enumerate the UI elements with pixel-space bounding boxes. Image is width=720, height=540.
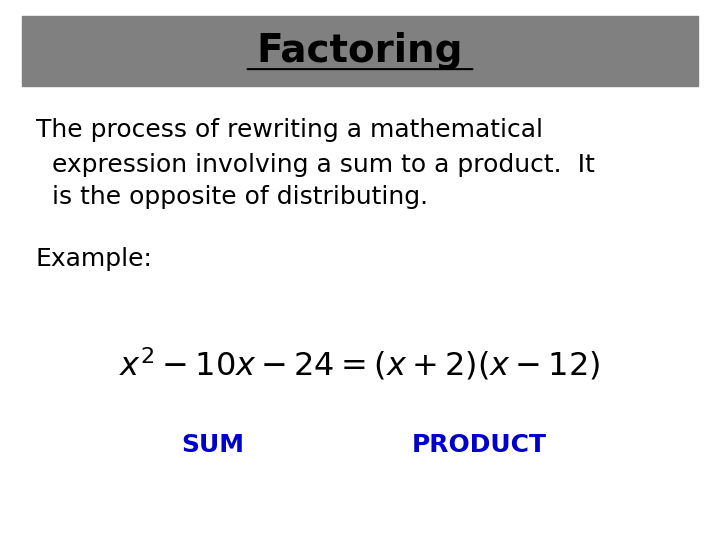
Text: expression involving a sum to a product.  It: expression involving a sum to a product.…	[36, 153, 595, 177]
Text: Factoring: Factoring	[257, 32, 463, 70]
Text: is the opposite of distributing.: is the opposite of distributing.	[36, 185, 428, 209]
Text: SUM: SUM	[181, 434, 244, 457]
Text: $x^2 - 10x - 24 = (x+2)(x-12)$: $x^2 - 10x - 24 = (x+2)(x-12)$	[120, 346, 600, 383]
Text: The process of rewriting a mathematical: The process of rewriting a mathematical	[36, 118, 543, 141]
FancyBboxPatch shape	[22, 16, 698, 86]
Text: PRODUCT: PRODUCT	[411, 434, 546, 457]
Text: Example:: Example:	[36, 247, 153, 271]
